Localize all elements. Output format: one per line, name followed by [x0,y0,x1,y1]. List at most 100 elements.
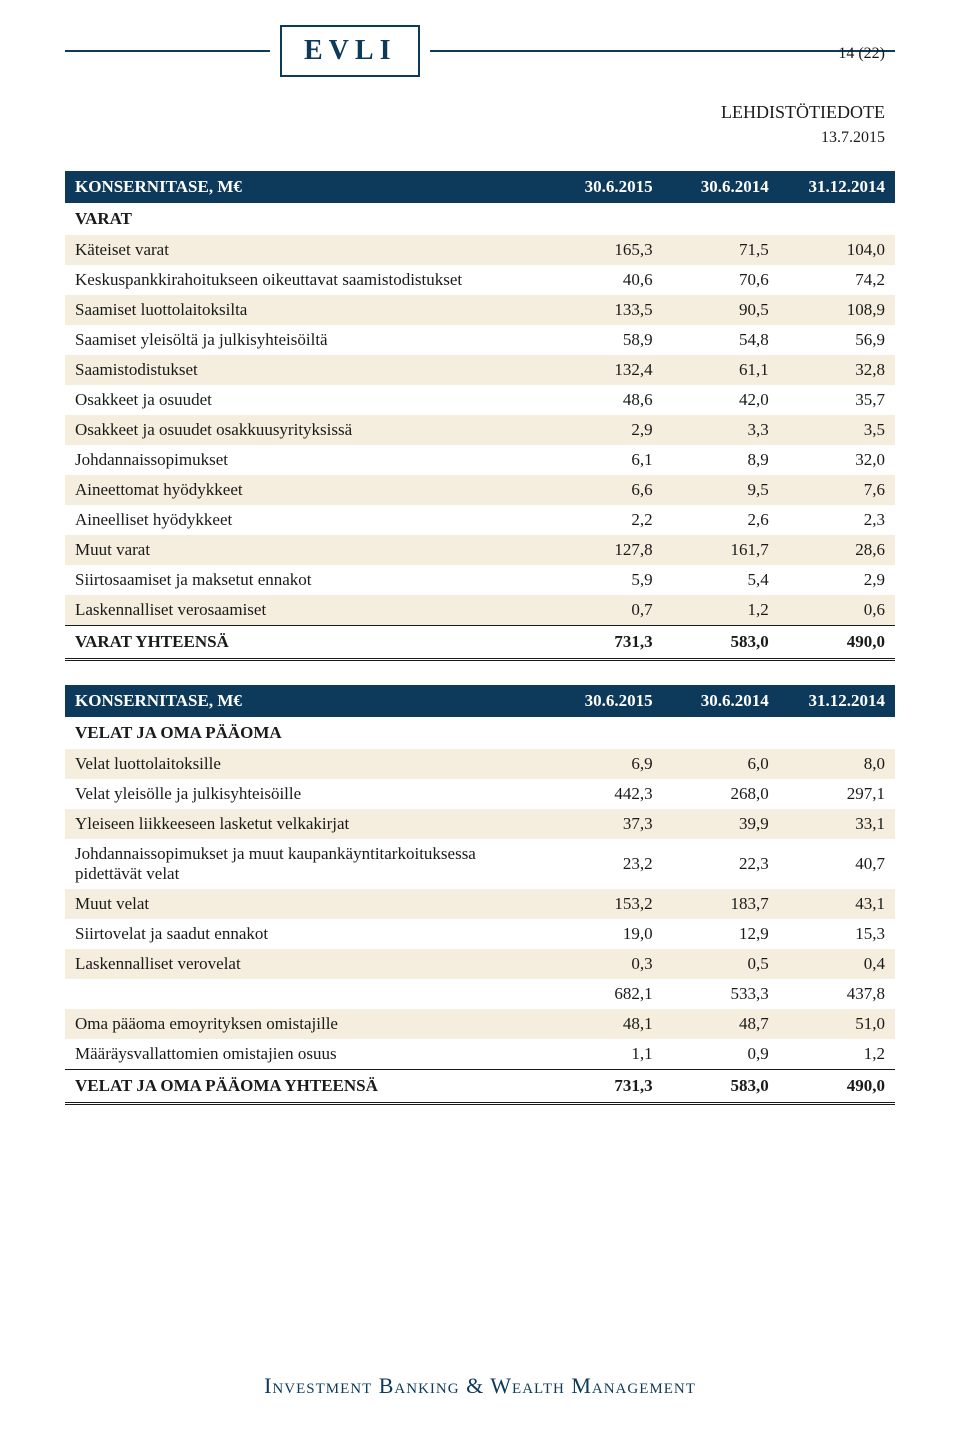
cell-value: 533,3 [663,979,779,1009]
cell-value: 108,9 [779,295,895,325]
row-label: Saamiset luottolaitoksilta [65,295,546,325]
cell-value: 43,1 [779,889,895,919]
cell-value: 133,5 [546,295,662,325]
cell-value: 8,0 [779,749,895,779]
cell-value: 7,6 [779,475,895,505]
total-row: VARAT YHTEENSÄ731,3583,0490,0 [65,626,895,660]
balance-sheet-assets-table: KONSERNITASE, M€ 30.6.2015 30.6.2014 31.… [65,171,895,661]
cell-value: 153,2 [546,889,662,919]
table-row: Osakkeet ja osuudet48,642,035,7 [65,385,895,415]
row-label: Käteiset varat [65,235,546,265]
table-row: Saamiset yleisöltä ja julkisyhteisöiltä 5… [65,325,895,355]
cell-value: 48,6 [546,385,662,415]
cell-value: 28,6 [779,535,895,565]
cell-value: 61,1 [663,355,779,385]
cell-value: 12,9 [663,919,779,949]
table-title: KONSERNITASE, M€ [65,171,546,203]
cell-value: 54,8 [663,325,779,355]
table-row: Johdannaissopimukset6,18,932,0 [65,445,895,475]
header: EVLI [65,25,895,77]
cell-value: 268,0 [663,779,779,809]
row-label: Saamiset yleisöltä ja julkisyhteisöiltä [65,325,546,355]
cell-value: 15,3 [779,919,895,949]
cell-value: 442,3 [546,779,662,809]
cell-value: 3,5 [779,415,895,445]
cell-value: 90,5 [663,295,779,325]
header-rule-left [65,50,270,52]
row-label: Muut varat [65,535,546,565]
cell-value: 8,9 [663,445,779,475]
cell-value: 48,1 [546,1009,662,1039]
table-row: Oma pääoma emoyrityksen omistajille48,14… [65,1009,895,1039]
subtotal-row: 682,1533,3437,8 [65,979,895,1009]
cell-value: 731,3 [546,1070,662,1104]
cell-value: 33,1 [779,809,895,839]
logo: EVLI [280,25,420,77]
cell-value: 2,2 [546,505,662,535]
row-label: Velat yleisölle ja julkisyhteisöille [65,779,546,809]
col-header: 30.6.2014 [663,685,779,717]
cell-value: 127,8 [546,535,662,565]
cell-value: 5,9 [546,565,662,595]
section-header: VELAT JA OMA PÄÄOMA [65,717,895,749]
row-label: Saamistodistukset [65,355,546,385]
cell-value: 0,3 [546,949,662,979]
total-row: VELAT JA OMA PÄÄOMA YHTEENSÄ731,3583,049… [65,1070,895,1104]
col-header: 30.6.2015 [546,685,662,717]
cell-value: 490,0 [779,1070,895,1104]
table-row: Muut varat127,8161,728,6 [65,535,895,565]
row-label: Osakkeet ja osuudet [65,385,546,415]
row-label: Muut velat [65,889,546,919]
cell-value: 2,9 [546,415,662,445]
cell-value: 22,3 [663,839,779,889]
cell-value: 132,4 [546,355,662,385]
cell-value: 6,0 [663,749,779,779]
cell-value: 0,9 [663,1039,779,1070]
table-row: Johdannaissopimukset ja muut kaupankäynt… [65,839,895,889]
table-row: Siirtovelat ja saadut ennakot19,012,915,… [65,919,895,949]
col-header: 30.6.2015 [546,171,662,203]
cell-value: 161,7 [663,535,779,565]
cell-value: 583,0 [663,1070,779,1104]
table-row: Yleiseen liikkeeseen lasketut velkakirja… [65,809,895,839]
cell-value: 23,2 [546,839,662,889]
table-row: Osakkeet ja osuudet osakkuusyrityksissä2… [65,415,895,445]
doc-date: 13.7.2015 [65,129,885,147]
cell-value: 183,7 [663,889,779,919]
cell-value: 104,0 [779,235,895,265]
cell-value: 3,3 [663,415,779,445]
table-row: Siirtosaamiset ja maksetut ennakot5,95,4… [65,565,895,595]
cell-value: 6,1 [546,445,662,475]
table-row: Laskennalliset verovelat0,30,50,4 [65,949,895,979]
cell-value: 39,9 [663,809,779,839]
cell-value: 19,0 [546,919,662,949]
table-row: Saamistodistukset132,461,132,8 [65,355,895,385]
cell-value: 40,7 [779,839,895,889]
cell-value: 490,0 [779,626,895,660]
row-label: Johdannaissopimukset [65,445,546,475]
table-row: Määräysvallattomien omistajien osuus1,10… [65,1039,895,1070]
total-label: VARAT YHTEENSÄ [65,626,546,660]
table-row: Keskuspankkirahoitukseen oikeuttavat saa… [65,265,895,295]
row-label: Osakkeet ja osuudet osakkuusyrityksissä [65,415,546,445]
table-header-row: KONSERNITASE, M€ 30.6.2015 30.6.2014 31.… [65,685,895,717]
row-label: Määräysvallattomien omistajien osuus [65,1039,546,1070]
cell-value: 1,1 [546,1039,662,1070]
doc-title: LEHDISTÖTIEDOTE [65,102,885,123]
footer-tagline: Investment Banking & Wealth Management [0,1373,960,1399]
row-label: Keskuspankkirahoitukseen oikeuttavat saa… [65,265,546,295]
cell-value: 74,2 [779,265,895,295]
row-label: Laskennalliset verovelat [65,949,546,979]
cell-value: 48,7 [663,1009,779,1039]
cell-value: 583,0 [663,626,779,660]
cell-value: 2,6 [663,505,779,535]
cell-value: 0,7 [546,595,662,626]
cell-value: 37,3 [546,809,662,839]
cell-value: 682,1 [546,979,662,1009]
cell-value: 71,5 [663,235,779,265]
row-label: Laskennalliset verosaamiset [65,595,546,626]
cell-value: 9,5 [663,475,779,505]
col-header: 31.12.2014 [779,171,895,203]
row-label: Aineettomat hyödykkeet [65,475,546,505]
cell-value: 0,6 [779,595,895,626]
